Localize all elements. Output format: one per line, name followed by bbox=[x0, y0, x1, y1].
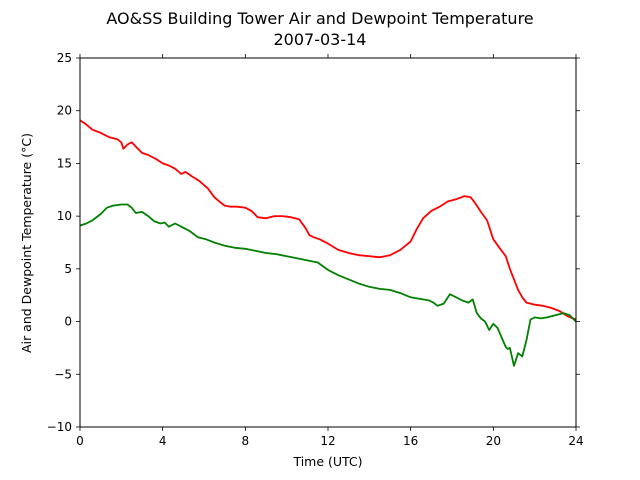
x-tick-label: 24 bbox=[568, 434, 583, 448]
series-line-1 bbox=[79, 119, 577, 321]
x-axis-ticks: 0 4 8 12 16 20 24 bbox=[76, 54, 584, 448]
y-axis-label: Air and Dewpoint Temperature (°C) bbox=[19, 133, 34, 353]
y-axis-ticks: −10 −5 0 5 10 15 20 25 bbox=[47, 51, 580, 434]
plot-frame bbox=[79, 57, 577, 428]
y-tick-label: 10 bbox=[57, 209, 72, 223]
y-tick-label: −10 bbox=[47, 420, 72, 434]
series-line-2 bbox=[79, 203, 577, 367]
series-lines bbox=[79, 119, 577, 367]
x-tick-label: 0 bbox=[76, 434, 84, 448]
y-tick-label: 15 bbox=[57, 156, 72, 170]
x-tick-label: 4 bbox=[159, 434, 167, 448]
x-tick-label: 20 bbox=[486, 434, 501, 448]
x-tick-label: 16 bbox=[403, 434, 418, 448]
y-tick-label: 20 bbox=[57, 104, 72, 118]
x-tick-label: 12 bbox=[320, 434, 335, 448]
chart-subtitle: 2007-03-14 bbox=[274, 30, 367, 49]
chart-title: AO&SS Building Tower Air and Dewpoint Te… bbox=[106, 9, 533, 28]
y-tick-label: 0 bbox=[64, 315, 72, 329]
x-axis-label: Time (UTC) bbox=[292, 454, 362, 469]
y-tick-label: 25 bbox=[57, 51, 72, 65]
y-tick-label: −5 bbox=[54, 367, 72, 381]
y-tick-label: 5 bbox=[64, 262, 72, 276]
x-tick-label: 8 bbox=[242, 434, 250, 448]
